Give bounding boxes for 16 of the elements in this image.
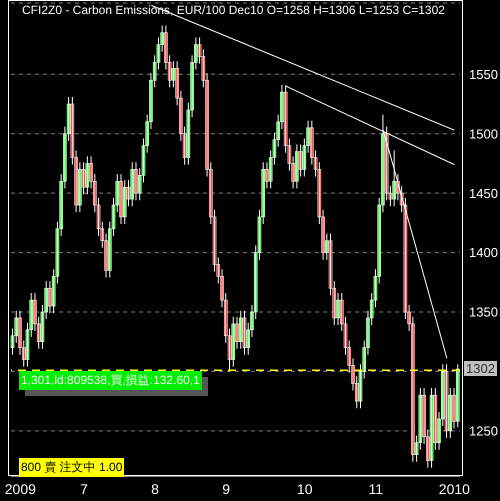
x-tick-label: 8 — [151, 480, 160, 497]
text: 1302 — [464, 361, 497, 376]
y-tick-label: 1400 — [469, 245, 498, 260]
x-tick-label: 10 — [296, 480, 313, 497]
x-tick-label: 9 — [222, 480, 230, 497]
y-tick-label: 1250 — [469, 423, 498, 438]
y-tick-label: 1350 — [469, 304, 498, 320]
x-tick-label: 2010 — [438, 480, 470, 497]
ref-line-label: 1,301,ld:809538,買,損益:132.60,1 — [19, 371, 202, 390]
annotation: 800 賣 注文中 1.00 — [19, 458, 124, 477]
x-tick-label: 7 — [80, 480, 88, 497]
y-tick-label: 1550 — [469, 66, 498, 82]
y-tick-label: 1500 — [469, 126, 498, 142]
x-tick-label: 11 — [368, 480, 384, 497]
y-tick-label: 1450 — [469, 186, 498, 201]
x-tick-label: 2009 — [4, 480, 36, 497]
